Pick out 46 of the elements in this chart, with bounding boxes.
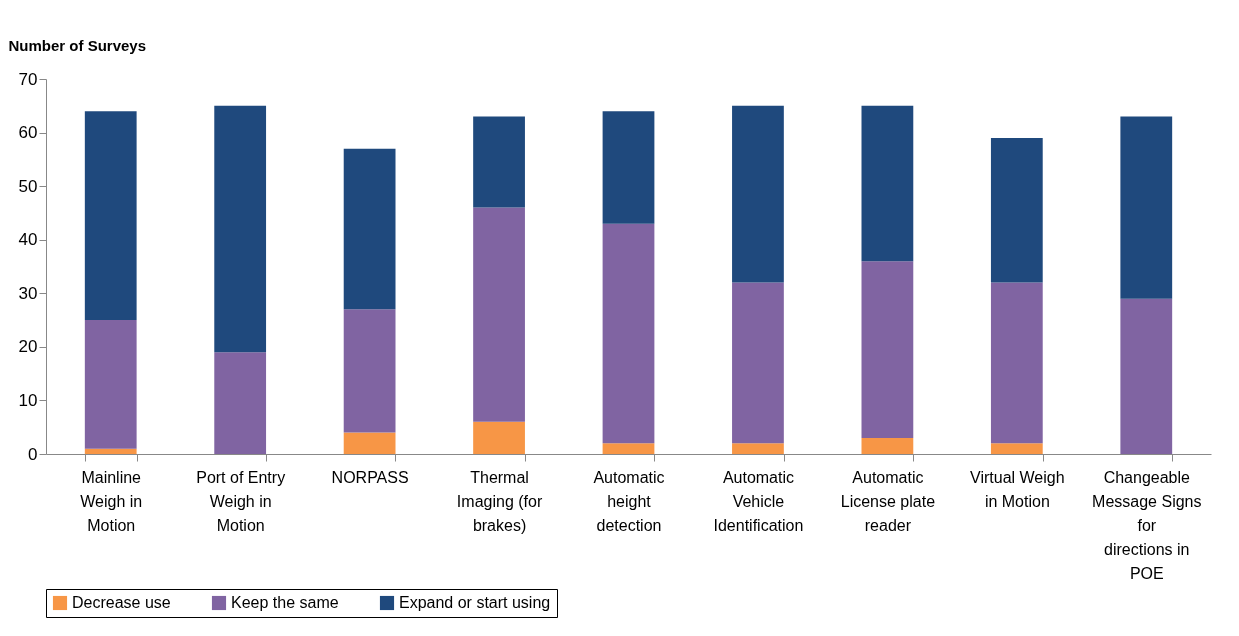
x-tick-label: Automatic height detection — [593, 468, 665, 534]
bar — [861, 261, 914, 438]
x-tick-label: Thermal Imaging (for brakes) — [456, 468, 543, 534]
y-tick-label: 10 — [18, 390, 38, 410]
x-tick-label: Automatic Vehicle Identification — [713, 468, 804, 534]
bar — [473, 116, 525, 208]
y-tick-label: 70 — [18, 69, 38, 89]
bar — [473, 421, 525, 454]
bar — [861, 105, 914, 262]
bar — [732, 443, 784, 454]
bar — [1120, 116, 1173, 299]
bar — [732, 105, 784, 283]
bar — [214, 105, 267, 353]
y-tick-label: 50 — [18, 176, 38, 196]
bar — [214, 352, 267, 454]
x-tick-label: Automatic License plate reader — [840, 468, 936, 534]
bar — [84, 320, 137, 449]
legend-label: Decrease use — [72, 594, 171, 611]
bar — [602, 443, 655, 454]
bar — [602, 223, 655, 444]
legend-label: Keep the same — [231, 594, 339, 611]
bar — [473, 207, 525, 422]
bar — [84, 448, 137, 454]
bar — [602, 111, 655, 224]
bar — [343, 309, 396, 433]
y-axis-title: Number of Surveys — [8, 36, 147, 54]
bar — [732, 282, 784, 444]
y-tick-label: 20 — [18, 337, 38, 357]
bar — [990, 443, 1043, 454]
y-tick-label: 30 — [18, 283, 38, 303]
x-tick-label: NORPASS — [331, 468, 409, 486]
y-tick-label: 60 — [18, 123, 38, 143]
bar — [990, 137, 1043, 283]
bar — [990, 282, 1043, 444]
x-tick-label: Virtual Weigh in Motion — [970, 468, 1065, 510]
bar — [343, 148, 396, 310]
x-tick-label: Port of Entry Weigh in Motion — [196, 468, 286, 534]
y-tick-label: 40 — [18, 230, 38, 250]
bar — [861, 437, 914, 454]
y-tick-label: 0 — [28, 444, 38, 464]
bar — [1120, 298, 1173, 454]
bar — [84, 111, 137, 321]
bar — [343, 432, 396, 454]
x-tick-label: Changeable Message Signs for directions in POE — [1092, 468, 1202, 582]
x-tick-label: Mainline Weigh in Motion — [80, 468, 143, 534]
legend-label: Expand or start using — [399, 594, 551, 611]
